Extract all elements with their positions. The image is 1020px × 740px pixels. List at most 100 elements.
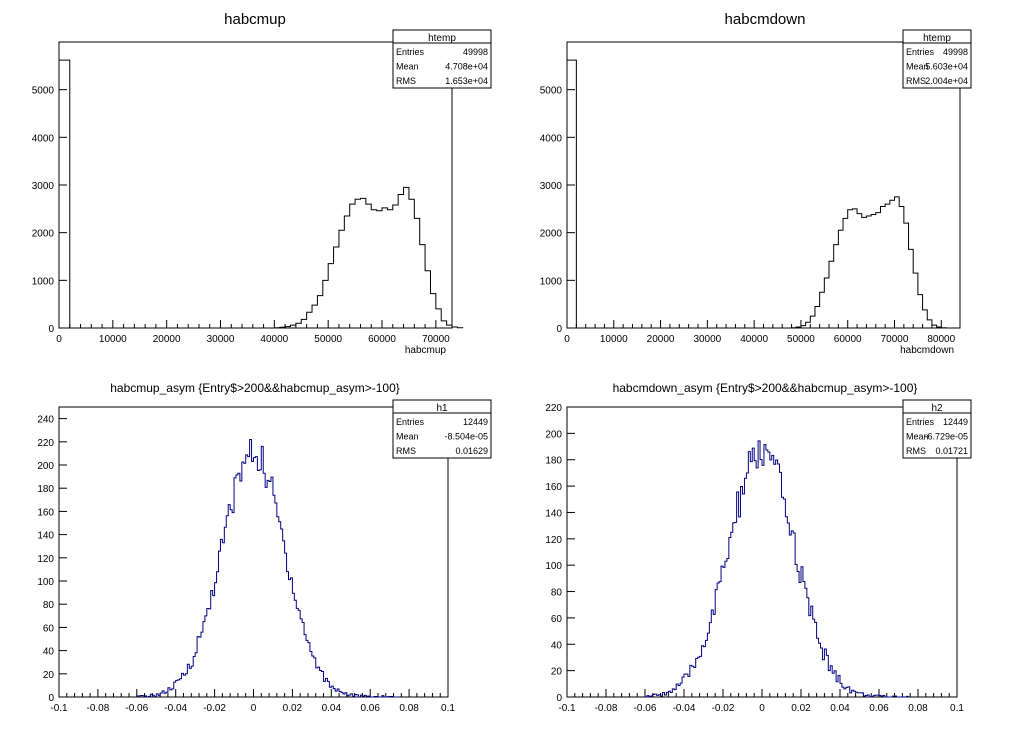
stats-row-value: 1.653e+04	[445, 76, 488, 86]
stats-box-name: h1	[436, 403, 448, 414]
x-tick-label: 50000	[314, 334, 342, 345]
y-tick-label: 200	[37, 461, 54, 472]
stats-box: h1 Entries 12449 Mean -8.504e-05 RMS 0.01629	[392, 399, 492, 459]
stats-row-value: 12449	[943, 417, 968, 427]
stats-row-label: RMS	[396, 76, 416, 86]
y-tick-label: 120	[37, 554, 54, 565]
x-tick-label: 10000	[99, 334, 127, 345]
stats-row-label: RMS	[906, 76, 926, 86]
histogram-panel-4: habcmdown_asym {Entry$>200&&habcmup_asym…	[545, 381, 972, 714]
stats-row-value: 4.708e+04	[445, 62, 488, 72]
y-tick-label: 40	[43, 647, 55, 658]
plot-frame	[566, 41, 961, 329]
x-tick-label: 0.08	[908, 703, 928, 714]
y-tick-label: 5000	[540, 86, 563, 97]
y-tick-label: 3000	[32, 181, 55, 192]
x-tick-label: 0.1	[950, 703, 964, 714]
y-tick-label: 160	[545, 482, 562, 493]
x-tick-label: 70000	[422, 334, 450, 345]
y-tick-label: 20	[551, 667, 563, 678]
plot-frame	[566, 406, 958, 698]
stats-row-value: 2.004e+04	[925, 76, 968, 86]
y-tick-label: 5000	[32, 86, 55, 97]
x-tick-label: 0.04	[322, 703, 342, 714]
x-tick-label: 20000	[153, 334, 181, 345]
x-tick-label: 0.04	[830, 703, 850, 714]
y-tick-label: 2000	[540, 229, 563, 240]
y-tick-label: 0	[556, 324, 562, 335]
x-tick-label: 30000	[693, 334, 721, 345]
x-tick-label: -0.02	[712, 703, 735, 714]
y-tick-label: 1000	[540, 276, 563, 287]
x-tick-label: 40000	[740, 334, 768, 345]
stats-row-value: 12449	[463, 417, 488, 427]
stats-row-value: -8.504e-05	[444, 432, 488, 442]
stats-row-label: Entries	[906, 417, 935, 427]
histogram-panel-3: habcmup_asym {Entry$>200&&habcmup_asym>-…	[37, 381, 492, 714]
stats-row-label: Mean	[906, 432, 929, 442]
y-tick-label: 40	[551, 640, 563, 651]
x-tick-label: 0.08	[399, 703, 419, 714]
histogram-title: habcmup_asym {Entry$>200&&habcmup_asym>-…	[110, 381, 400, 395]
histogram-panel-1: habcmup 0 10000 20000 30000 40000 50000 60000 70…	[32, 11, 492, 356]
stats-row-label: RMS	[396, 446, 416, 456]
y-tick-label: 60	[551, 614, 563, 625]
x-tick-label: 0	[564, 334, 570, 345]
stats-box-name: h2	[931, 403, 943, 414]
x-tick-label: 70000	[881, 334, 909, 345]
x-tick-label: 80000	[927, 334, 955, 345]
stats-box-frame	[902, 29, 972, 89]
x-tick-label: -0.08	[87, 703, 110, 714]
y-tick-label: 100	[37, 577, 54, 588]
x-tick-label: 0	[56, 334, 62, 345]
stats-row-value: 5.603e+04	[925, 62, 968, 72]
histogram-series	[791, 196, 947, 329]
x-tick-label: 0.1	[441, 703, 455, 714]
y-tick-label: 80	[43, 600, 55, 611]
x-axis-label: habcmup	[405, 345, 447, 356]
x-tick-label: 60000	[368, 334, 396, 345]
y-tick-label: 1000	[32, 276, 55, 287]
y-tick-label: 240	[37, 415, 54, 426]
y-tick-label: 80	[551, 588, 563, 599]
y-tick-label: 140	[37, 531, 54, 542]
x-tick-label: 40000	[260, 334, 288, 345]
y-tick-label: 140	[545, 508, 562, 519]
y-tick-label: 0	[556, 693, 562, 704]
x-tick-label: 30000	[207, 334, 235, 345]
stats-row-label: Mean	[396, 432, 419, 442]
stats-row-value: 0.01629	[455, 446, 488, 456]
y-tick-label: 200	[545, 429, 562, 440]
x-tick-label: -0.1	[50, 703, 68, 714]
x-tick-label: -0.04	[673, 703, 696, 714]
stats-box-frame	[392, 399, 492, 459]
x-tick-label: 0	[251, 703, 257, 714]
x-tick-label: 0.02	[283, 703, 303, 714]
y-tick-label: 3000	[540, 181, 563, 192]
y-tick-label: 220	[545, 403, 562, 414]
stats-row-label: Entries	[906, 47, 935, 57]
stats-row-label: Entries	[396, 47, 425, 57]
x-tick-label: 0.06	[360, 703, 380, 714]
y-tick-label: 180	[37, 484, 54, 495]
x-tick-label: 0.06	[869, 703, 889, 714]
stats-box-frame	[392, 29, 492, 89]
stats-box-name: htemp	[923, 33, 951, 44]
stats-box: h2 Entries 12449 Mean-6.729e-05 RMS 0.01721	[902, 399, 972, 459]
histogram-title: habcmdown	[725, 11, 806, 28]
stats-box-frame	[902, 399, 972, 459]
x-tick-label: 0	[759, 703, 765, 714]
x-tick-label: -0.1	[558, 703, 576, 714]
stats-row-label: RMS	[906, 446, 926, 456]
x-tick-label: -0.06	[634, 703, 657, 714]
histogram-title: habcmdown_asym {Entry$>200&&habcmup_asym…	[613, 381, 918, 395]
stats-row-label: Entries	[396, 417, 425, 427]
x-tick-label: -0.04	[164, 703, 187, 714]
y-tick-label: 2000	[32, 229, 55, 240]
x-tick-label: 10000	[600, 334, 628, 345]
stats-row-value: 49998	[463, 47, 488, 57]
y-tick-label: 180	[545, 456, 562, 467]
x-axis-label: habcmdown	[900, 345, 954, 356]
